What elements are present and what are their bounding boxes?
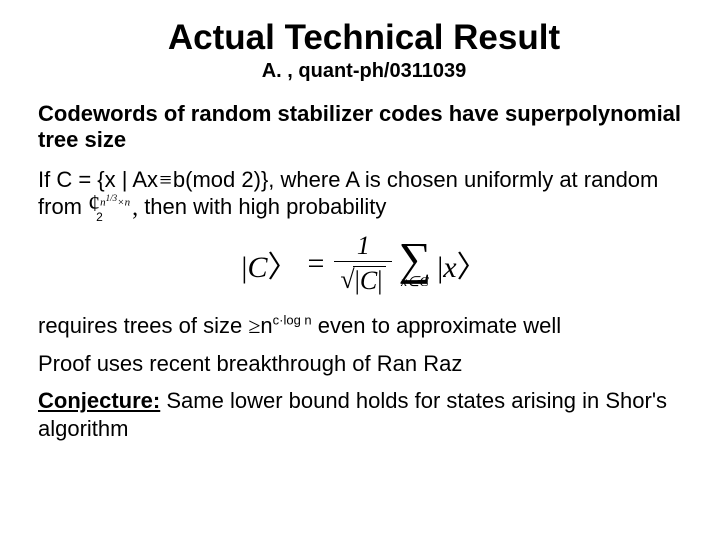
set-subscript: 2 <box>96 212 103 223</box>
para2-text-a: requires trees of size <box>38 313 248 338</box>
para1-text-c: then with high probability <box>138 194 386 219</box>
paragraph-1: If C = {x | Ax≡b(mod 2)}, where A is cho… <box>38 166 690 224</box>
para1-text-a: If C = {x | Ax <box>38 167 158 192</box>
set-exponent: n1/3×n <box>100 194 130 209</box>
para2-text-c: even to approximate well <box>312 313 561 338</box>
slide-subtitle: A. , quant-ph/0311039 <box>38 60 690 83</box>
conjecture-label: Conjecture: <box>38 388 160 413</box>
fraction: 1 √ |C| <box>334 233 392 294</box>
slide-title: Actual Technical Result <box>38 18 690 58</box>
para2-exponent: c·log n <box>273 313 312 328</box>
summation: ∑ x∈C <box>398 238 431 290</box>
geq-symbol: ≥ <box>248 313 260 338</box>
section-heading: Codewords of random stabilizer codes hav… <box>38 101 690 154</box>
conjecture: Conjecture: Same lower bound holds for s… <box>38 387 690 442</box>
equiv-symbol: ≡ <box>158 167 173 192</box>
para2-base: n <box>260 313 272 338</box>
formula-block: |C〉 = 1 √ |C| ∑ x∈C |x〉 <box>38 233 690 294</box>
paragraph-2: requires trees of size ≥nc·log n even to… <box>38 312 690 340</box>
paragraph-3: Proof uses recent breakthrough of Ran Ra… <box>38 350 690 378</box>
matrix-set: ¢n1/3×n2, <box>88 193 138 223</box>
state-formula: |C〉 = 1 √ |C| ∑ x∈C |x〉 <box>241 233 486 294</box>
